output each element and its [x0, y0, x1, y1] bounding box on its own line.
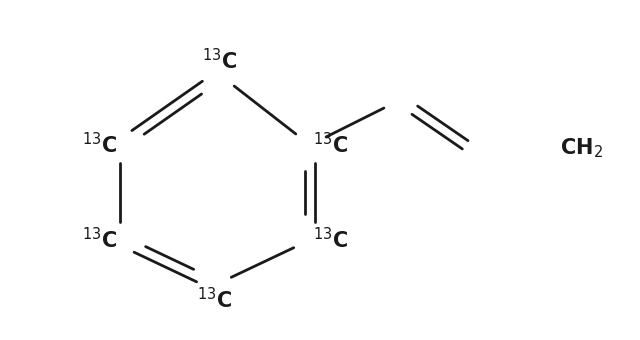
Text: $^{13}$C: $^{13}$C [82, 227, 117, 253]
Text: $^{13}$C: $^{13}$C [202, 48, 237, 73]
Text: $^{13}$C: $^{13}$C [82, 132, 117, 158]
Text: $^{13}$C: $^{13}$C [313, 132, 348, 158]
Text: $^{13}$C: $^{13}$C [197, 287, 233, 312]
Text: $^{13}$C: $^{13}$C [313, 227, 348, 253]
Text: CH$_2$: CH$_2$ [560, 136, 603, 160]
